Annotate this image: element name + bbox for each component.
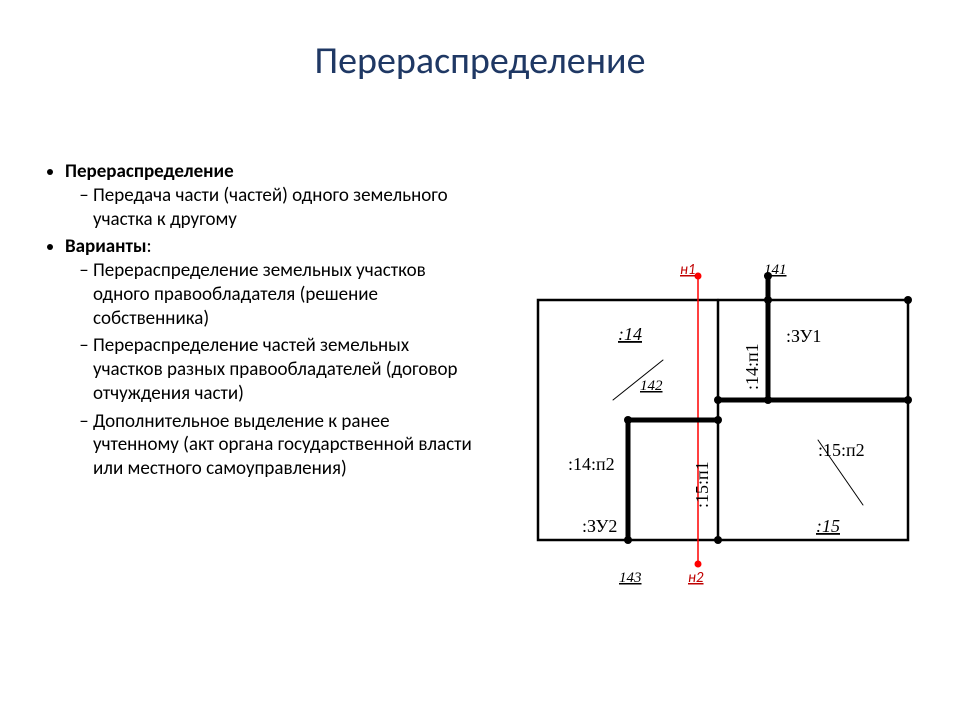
svg-text::15: :15 (816, 516, 840, 536)
bullet-2-sub-1: Перераспределение земельных участков одн… (93, 259, 475, 330)
svg-text::15:п2: :15:п2 (818, 440, 865, 460)
bullet-list: Перераспределение Передача части (частей… (45, 160, 475, 485)
svg-text::14:п2: :14:п2 (568, 454, 615, 474)
bullet-2: Варианты: Перераспределение земельных уч… (65, 235, 475, 481)
svg-text:н1: н1 (680, 261, 696, 279)
slide: Перераспределение Перераспределение Пере… (0, 0, 960, 720)
bullet-1-label: Перераспределение (65, 160, 234, 183)
slide-title: Перераспределение (0, 38, 960, 84)
bullet-1-sub-1: Передача части (частей) одного земельног… (93, 184, 475, 232)
svg-text::ЗУ2: :ЗУ2 (582, 516, 617, 536)
bullet-2-label: Варианты (65, 235, 146, 258)
svg-text:141: 141 (764, 262, 787, 278)
svg-text::14: :14 (618, 324, 642, 344)
bullet-2-sub-2: Перераспределение частей земельных участ… (93, 334, 475, 405)
bullet-1: Перераспределение Передача части (частей… (65, 160, 475, 231)
bullet-2-colon: : (146, 235, 151, 258)
svg-text::14:п1: :14:п1 (742, 343, 762, 390)
svg-text::15:п1: :15:п1 (692, 461, 712, 508)
bullet-2-sub-3: Дополнительное выделение к ранее учтенно… (93, 410, 475, 481)
diagram-svg: :14 :14:п1 :ЗУ1 142 :15:п1 :14:п2 :15:п2 :ЗУ2 :1… (508, 260, 928, 590)
parcel-diagram: :14 :14:п1 :ЗУ1 142 :15:п1 :14:п2 :15:п2 :ЗУ2 :1… (508, 260, 928, 590)
svg-text:н2: н2 (688, 569, 704, 587)
svg-text::ЗУ1: :ЗУ1 (786, 326, 821, 346)
svg-text:143: 143 (619, 570, 642, 586)
svg-text:142: 142 (640, 378, 663, 394)
